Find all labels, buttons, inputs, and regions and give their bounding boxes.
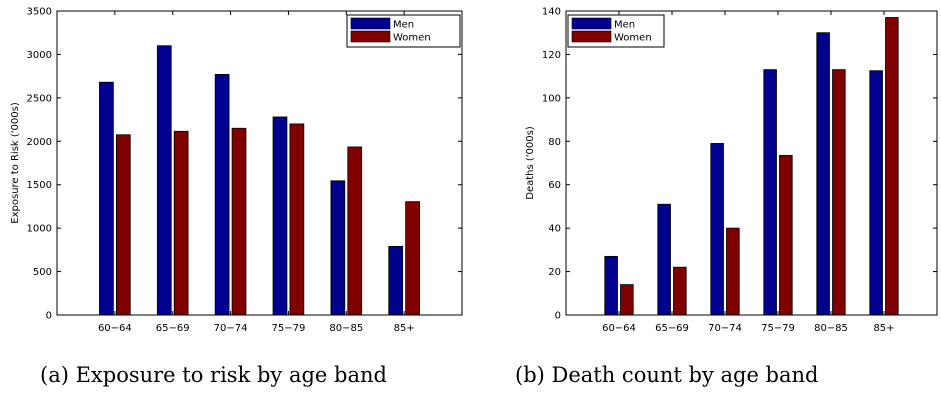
bar-women-0 bbox=[620, 284, 634, 316]
bar-men-0 bbox=[99, 81, 114, 316]
y-tick-label: 0 bbox=[46, 311, 52, 322]
x-tick-label: 60−64 bbox=[602, 323, 636, 334]
bar-men-3 bbox=[763, 69, 777, 316]
y-tick-label: 0 bbox=[555, 311, 561, 322]
caption-deaths: (b) Death count by age band bbox=[515, 363, 819, 387]
bar-women-5 bbox=[885, 17, 899, 316]
bar-men-1 bbox=[657, 203, 671, 316]
y-tick-label: 3000 bbox=[27, 50, 52, 61]
bar-men-5 bbox=[388, 245, 404, 316]
bar-men-3 bbox=[272, 116, 288, 316]
x-tick-label: 75−79 bbox=[272, 323, 306, 334]
bar-women-1 bbox=[173, 130, 189, 316]
x-tick-label: 70−74 bbox=[708, 323, 742, 334]
bar-women-2 bbox=[231, 127, 247, 316]
bar-men-1 bbox=[156, 45, 172, 316]
bar-men-4 bbox=[330, 180, 346, 316]
y-tick-label: 1500 bbox=[27, 180, 52, 191]
legend-label-men: Men bbox=[393, 20, 414, 31]
legend-label-women: Women bbox=[393, 33, 431, 44]
bar-men-2 bbox=[710, 143, 724, 316]
y-tick-label: 500 bbox=[33, 267, 52, 278]
bar-women-5 bbox=[405, 201, 420, 316]
deaths-chart: 0 20 40 60 80 100 120 140 60−64 65−69 70−74 75−79 80… bbox=[525, 7, 938, 334]
bar-women-4 bbox=[832, 69, 846, 316]
bar-men-2 bbox=[214, 74, 230, 316]
plot-frame bbox=[565, 10, 938, 316]
x-tick-label: 65−69 bbox=[655, 323, 689, 334]
bar-women-3 bbox=[289, 123, 305, 316]
bar-men-0 bbox=[604, 255, 618, 316]
y-tick-label: 3500 bbox=[27, 7, 52, 18]
legend-swatch-men bbox=[571, 17, 612, 30]
y-tick-label: 2500 bbox=[27, 93, 52, 104]
bar-women-2 bbox=[726, 227, 740, 316]
bar-men-5 bbox=[869, 70, 883, 316]
y-tick-label: 100 bbox=[542, 93, 561, 104]
x-tick-label: 85+ bbox=[394, 323, 415, 334]
y-tick-label: 40 bbox=[548, 224, 561, 235]
y-tick-label: 120 bbox=[542, 50, 561, 61]
y-tick-label: 80 bbox=[548, 137, 561, 148]
exposure-chart: 0 500 1000 1500 2000 2500 3000 3500 60−64 65−69 70… bbox=[10, 7, 463, 334]
caption-exposure: (a) Exposure to risk by age band bbox=[40, 363, 387, 387]
y-tick-label: 140 bbox=[542, 7, 561, 18]
legend-swatch-women bbox=[350, 30, 391, 43]
y-axis-label: Exposure to Risk ('000s) bbox=[10, 102, 21, 224]
plot-frame bbox=[56, 10, 463, 316]
legend-swatch-women bbox=[571, 30, 612, 43]
x-tick-label: 75−79 bbox=[761, 323, 795, 334]
bar-women-4 bbox=[347, 146, 363, 316]
bar-women-3 bbox=[779, 154, 793, 316]
x-tick-label: 85+ bbox=[873, 323, 894, 334]
x-tick-label: 60−64 bbox=[98, 323, 132, 334]
y-tick-label: 60 bbox=[548, 180, 561, 191]
bar-men-4 bbox=[816, 32, 830, 316]
x-tick-label: 80−85 bbox=[814, 323, 848, 334]
y-tick-label: 1000 bbox=[27, 224, 52, 235]
y-tick-label: 2000 bbox=[27, 137, 52, 148]
bar-women-0 bbox=[115, 134, 131, 316]
x-tick-label: 80−85 bbox=[329, 323, 363, 334]
legend-label-men: Men bbox=[614, 20, 635, 31]
y-tick-label: 20 bbox=[548, 267, 561, 278]
x-tick-label: 70−74 bbox=[214, 323, 248, 334]
x-tick-label: 65−69 bbox=[156, 323, 190, 334]
bar-women-1 bbox=[673, 266, 687, 316]
legend-swatch-men bbox=[350, 17, 391, 30]
legend-label-women: Women bbox=[614, 33, 652, 44]
y-axis-label: Deaths ('000s) bbox=[525, 126, 536, 200]
